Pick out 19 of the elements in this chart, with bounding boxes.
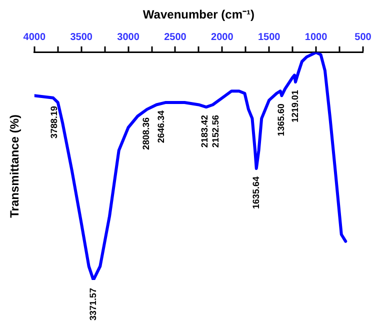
annotation: 2183.42	[199, 115, 210, 148]
x-tick-label: 1500	[258, 32, 281, 44]
annotation: 2646.34	[156, 110, 166, 144]
x-tick-label: 500	[354, 32, 372, 44]
annotation: 2152.56	[210, 115, 220, 148]
x-tick-label: 3000	[117, 32, 140, 44]
x-tick-label: 1000	[304, 32, 328, 44]
x-tick-label: 2500	[164, 32, 187, 44]
annotation: 1219.01	[290, 90, 300, 123]
annotation: 2808.36	[140, 117, 151, 150]
x-tick-label: 3500	[70, 32, 93, 44]
annotation: 1365.60	[276, 104, 286, 136]
x-tick-label: 2000	[211, 32, 234, 44]
x-tick-label: 4000	[23, 32, 46, 44]
x-axis-title: Wavenumber (cm⁻¹)	[142, 8, 254, 22]
annotation: 1635.64	[250, 176, 261, 210]
annotation: 3788.19	[48, 106, 59, 138]
annotation: 3371.57	[88, 288, 98, 321]
y-axis-title: Transmittance (%)	[8, 114, 22, 218]
